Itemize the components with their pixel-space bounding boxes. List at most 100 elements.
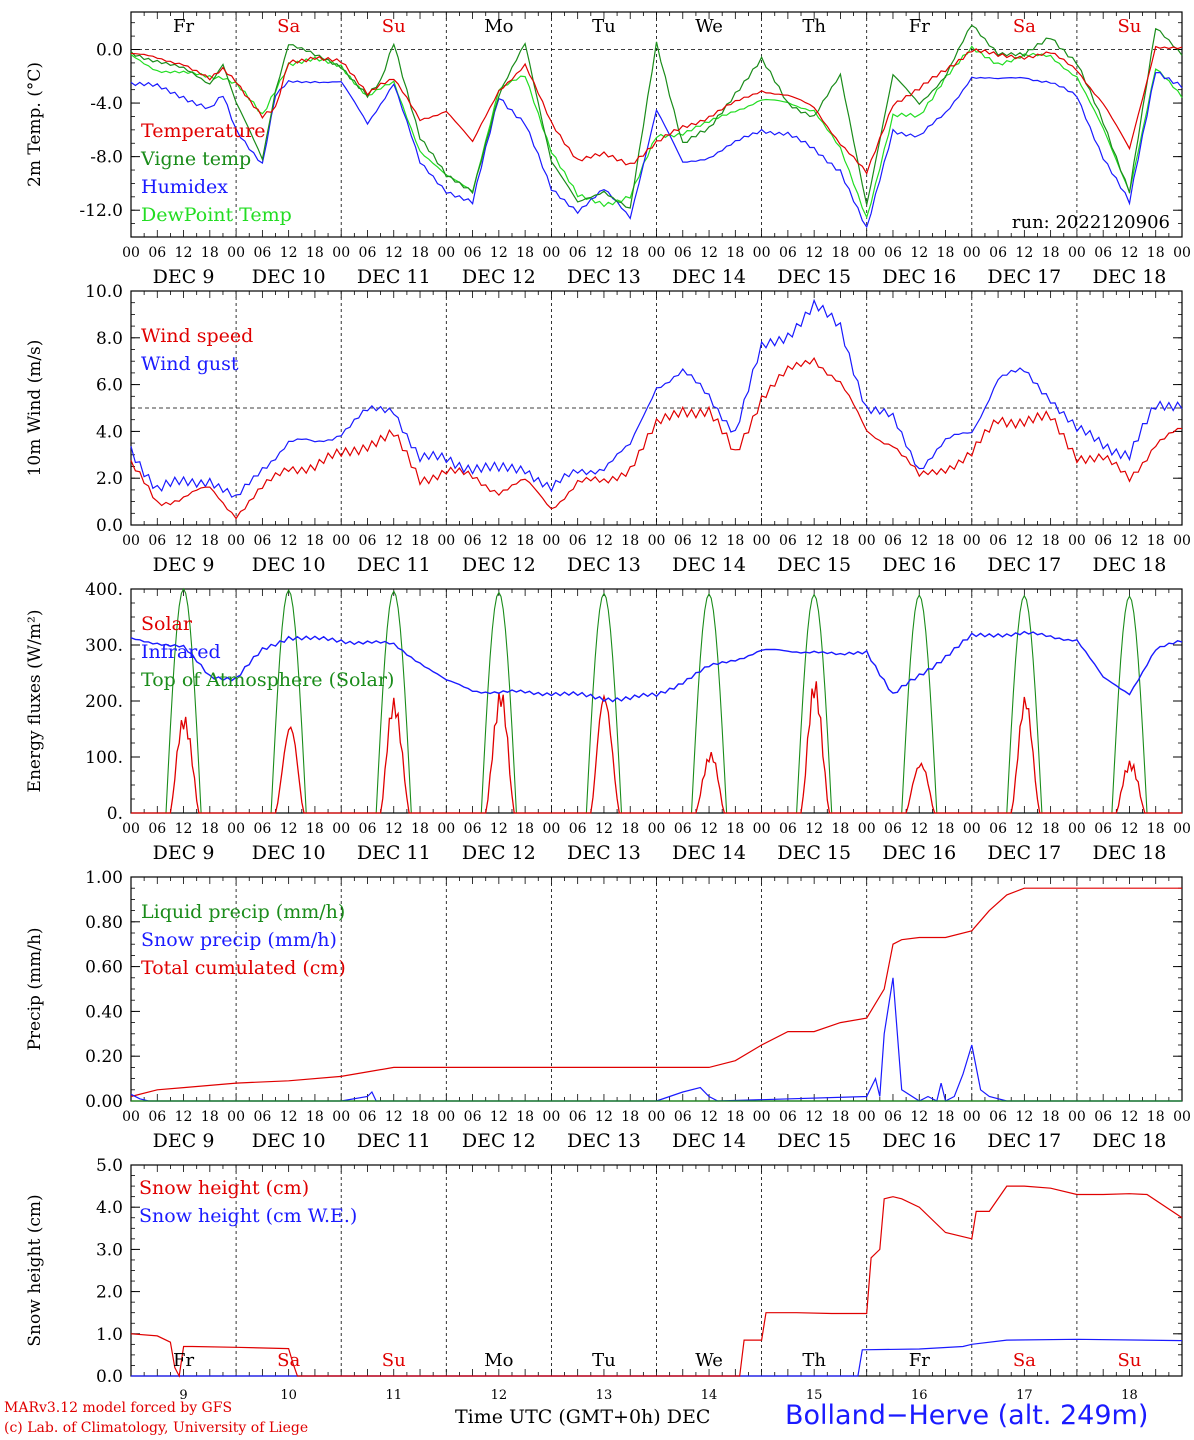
hour-label: 06 [359,533,377,549]
solar-line [761,681,867,814]
legend-entry: Solar [141,613,193,635]
weekday-label: Fr [909,1350,930,1371]
weekday-label: Fr [909,16,930,37]
hour-label: 06 [989,821,1007,837]
weekday-label: We [695,16,723,37]
hour-label: 12 [175,1109,193,1125]
toa-solar-line [656,592,762,814]
y-tick-label: 2.0 [96,1283,123,1303]
hour-label: 12 [910,821,928,837]
hour-label: 12 [910,1109,928,1125]
hour-label: 18 [726,533,744,549]
hour-label: 18 [726,821,744,837]
hour-label: 18 [621,245,639,261]
day-number: 18 [1121,1388,1138,1403]
hour-label: 12 [1121,1109,1139,1125]
weekday-label: Sa [277,16,300,37]
hour-label: 12 [1015,821,1033,837]
y-tick-label: 0. [107,804,123,824]
toa-solar-line [866,594,972,814]
hour-label: 00 [648,1109,666,1125]
hour-label: 06 [989,533,1007,549]
series-temperature-line [130,45,1183,176]
hour-label: 00 [437,1109,455,1125]
day-label: DEC 15 [777,1130,851,1152]
hour-label: 06 [569,821,587,837]
hour-label: 00 [963,245,981,261]
y-tick-label: 10.0 [85,282,123,302]
hour-label: 06 [464,1109,482,1125]
hour-label: 12 [910,533,928,549]
hour-label: 12 [280,1109,298,1125]
day-label: DEC 12 [462,554,536,576]
hour-label: 00 [648,821,666,837]
hour-label: 06 [674,245,692,261]
hour-label: 18 [726,245,744,261]
day-number: 9 [179,1388,187,1403]
hour-label: 00 [1173,533,1191,549]
hour-label: 06 [884,245,902,261]
hour-label: 00 [648,245,666,261]
day-label: DEC 16 [882,266,956,288]
y-tick-label: 0.0 [96,1367,123,1387]
y-tick-label: 3.0 [96,1240,123,1260]
y-axis-label: 10m Wind (m/s) [25,340,45,477]
hour-label: 12 [700,245,718,261]
y-axis-label: Precip (mm/h) [25,927,45,1050]
weekday-label: Tu [592,1350,616,1371]
day-label: DEC 13 [567,266,641,288]
hour-label: 06 [148,245,166,261]
hour-label: 12 [700,821,718,837]
day-label: DEC 12 [462,842,536,864]
hour-label: 00 [437,821,455,837]
day-label: DEC 10 [252,266,326,288]
hour-label: 00 [227,1109,245,1125]
y-tick-label: 200. [85,692,123,712]
hour-label: 18 [621,533,639,549]
hour-label: 00 [227,245,245,261]
hour-label: 18 [201,821,219,837]
hour-label: 06 [884,821,902,837]
hour-label: 00 [858,821,876,837]
series-dewpoint-temp-line [130,45,1183,219]
y-tick-label: 0.60 [85,958,123,978]
hour-label: 00 [122,533,140,549]
hour-label: 06 [253,1109,271,1125]
hour-label: 06 [253,821,271,837]
toa-solar-line [446,591,552,814]
legend-entry: Infrared [141,641,221,663]
model-credit: MARv3.12 model forced by GFS [4,1400,233,1416]
day-label: DEC 18 [1093,266,1167,288]
weekday-label: Th [802,1350,826,1371]
series-wind-speed-line [130,356,1182,520]
hour-label: 12 [1121,533,1139,549]
hour-label: 18 [411,821,429,837]
hour-label: 18 [832,1109,850,1125]
run-label: run: 2022120906 [1012,212,1170,233]
hour-label: 00 [332,821,350,837]
hour-label: 00 [753,245,771,261]
hour-label: 18 [1147,533,1165,549]
legend-entry: Liquid precip (mm/h) [141,901,345,923]
hour-label: 06 [569,533,587,549]
hour-label: 18 [937,245,955,261]
hour-label: 06 [1094,245,1112,261]
weekday-label: Su [1117,1350,1141,1371]
day-label: DEC 10 [252,554,326,576]
hour-label: 00 [122,245,140,261]
weekday-label: Sa [277,1350,300,1371]
day-label: DEC 15 [777,842,851,864]
hour-label: 12 [280,533,298,549]
weekday-label: Th [802,16,826,37]
hour-label: 12 [1015,533,1033,549]
legend-entry: Wind speed [141,325,253,347]
hour-label: 06 [674,821,692,837]
y-tick-label: 1.00 [85,868,123,888]
day-label: DEC 13 [567,554,641,576]
hour-label: 00 [1068,533,1086,549]
hour-label: 00 [753,1109,771,1125]
y-tick-label: 0.80 [85,913,123,933]
y-tick-label: 2.0 [96,469,123,489]
solar-line [131,716,237,814]
series-humidex-line [130,71,1183,229]
